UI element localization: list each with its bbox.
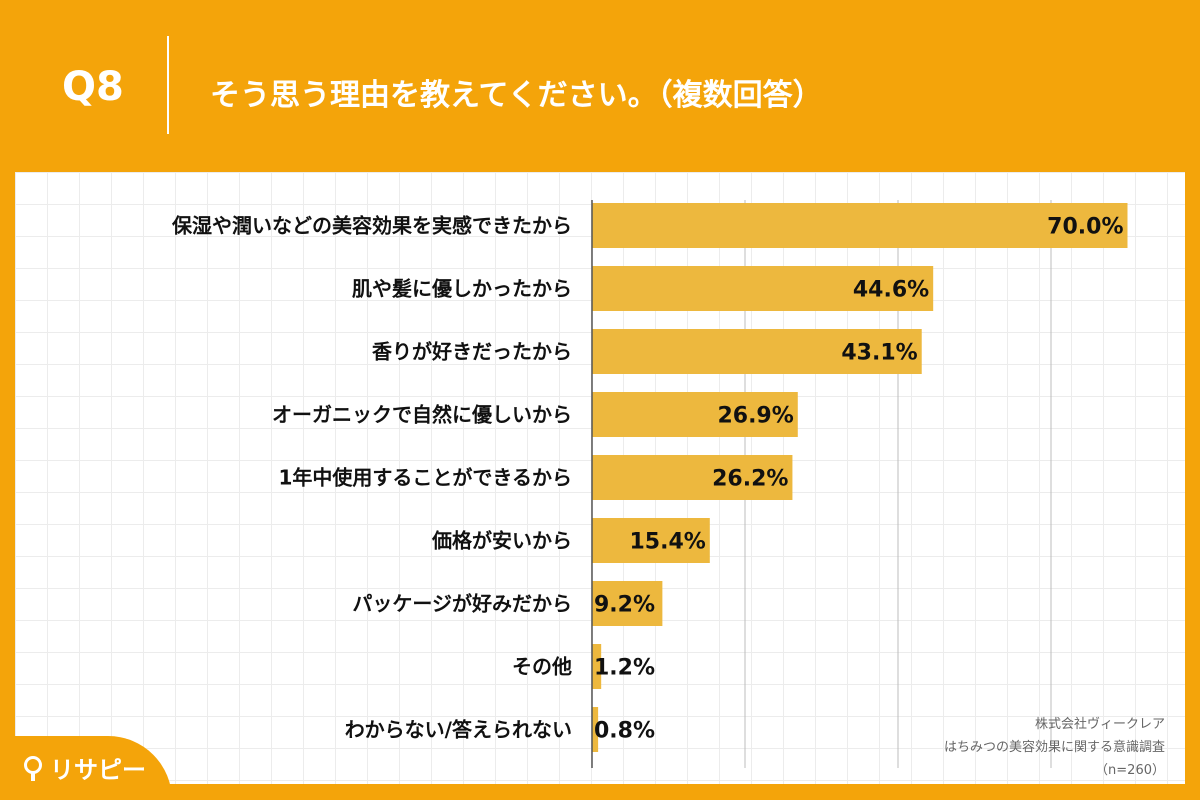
bar — [592, 203, 1128, 248]
logo-text: リサピー — [50, 756, 146, 784]
chart-panel: 保湿や潤いなどの美容効果を実感できたから 70.0% 肌や髪に優しかったから 44.6… — [15, 172, 1185, 784]
bar — [592, 644, 602, 689]
value-label: 26.2% — [712, 467, 788, 492]
bar — [592, 455, 793, 500]
value-label: 9.2% — [594, 593, 655, 618]
question-title: そう思う理由を教えてください。（複数回答） — [210, 78, 823, 113]
bar — [592, 329, 922, 374]
value-label: 15.4% — [629, 530, 705, 555]
bar — [592, 266, 934, 311]
value-label: 43.1% — [841, 341, 917, 366]
category-label: 香りが好きだったから — [372, 340, 572, 364]
value-label: 26.9% — [717, 404, 793, 429]
category-label: その他 — [512, 655, 572, 679]
logo: リサピー — [0, 736, 172, 800]
category-label: 1年中使用することができるから — [278, 466, 572, 490]
category-label: 価格が安いから — [431, 529, 572, 553]
bar — [592, 581, 663, 626]
header-divider — [167, 36, 169, 134]
pin-icon — [24, 756, 42, 781]
category-label: オーガニックで自然に優しいから — [272, 403, 572, 427]
value-label: 1.2% — [594, 656, 655, 681]
bar-chart: 保湿や潤いなどの美容効果を実感できたから 70.0% 肌や髪に優しかったから 44.6… — [171, 200, 1128, 768]
category-label: わからない/答えられない — [345, 718, 572, 742]
category-label: パッケージが好みだから — [352, 592, 572, 616]
category-label: 保湿や潤いなどの美容効果を実感できたから — [171, 214, 572, 238]
sample-note: （n=260） — [1095, 763, 1165, 778]
survey-note: はちみつの美容効果に関する意識調査 — [943, 740, 1165, 755]
bar — [592, 392, 798, 437]
company-note: 株式会社ヴィークレア — [1034, 717, 1165, 732]
bar — [592, 518, 710, 563]
bar — [592, 707, 599, 752]
value-label: 44.6% — [853, 278, 929, 303]
question-number: Q8 — [62, 64, 124, 110]
category-label: 肌や髪に優しかったから — [352, 277, 572, 301]
value-label: 0.8% — [594, 719, 655, 744]
value-label: 70.0% — [1047, 215, 1123, 240]
